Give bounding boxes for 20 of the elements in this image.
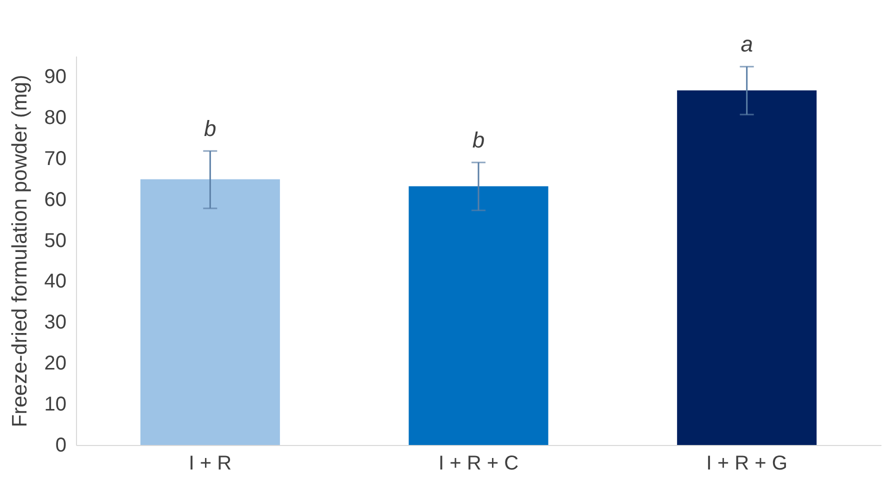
y-tick-label: 70 bbox=[44, 148, 66, 170]
bar bbox=[408, 186, 548, 445]
y-tick-label: 30 bbox=[44, 312, 66, 334]
y-tick-label: 50 bbox=[44, 230, 66, 252]
y-tick-label: 90 bbox=[44, 66, 66, 88]
y-tick-label: 10 bbox=[44, 394, 66, 416]
y-tick-label: 20 bbox=[44, 352, 66, 375]
x-tick-label: I + R + G bbox=[706, 452, 788, 474]
y-tick-label: 40 bbox=[44, 270, 66, 293]
annotation: b bbox=[204, 116, 216, 141]
y-tick-label: 80 bbox=[44, 106, 66, 129]
bar bbox=[677, 90, 817, 445]
y-axis-title: Freeze-dried formulation powder (mg) bbox=[8, 74, 32, 428]
y-tick-label: 60 bbox=[44, 188, 66, 211]
annotation: a bbox=[740, 32, 753, 57]
bar bbox=[140, 179, 280, 445]
x-tick-label: I + R bbox=[188, 452, 232, 474]
annotation: b bbox=[472, 127, 485, 152]
y-tick-label: 0 bbox=[55, 434, 66, 456]
x-tick-label: I + R + C bbox=[438, 452, 519, 474]
